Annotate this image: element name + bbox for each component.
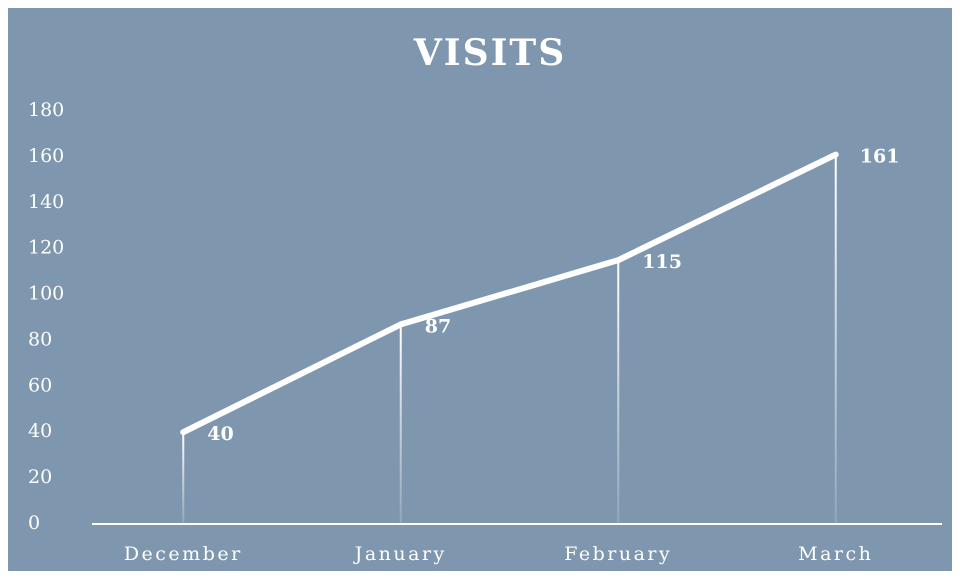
y-tick-label: 20 xyxy=(28,466,52,488)
y-tick-label: 60 xyxy=(28,374,52,396)
data-label: 161 xyxy=(860,146,900,168)
chart-title: VISITS xyxy=(413,32,566,74)
x-tick-label: March xyxy=(798,543,873,565)
data-label: 115 xyxy=(642,251,682,273)
line xyxy=(180,151,839,436)
y-tick-label: 100 xyxy=(28,283,64,305)
chart-background xyxy=(8,8,952,571)
y-tick-label: 180 xyxy=(28,99,64,121)
y-tick-label: 40 xyxy=(28,420,52,442)
y-tick-label: 120 xyxy=(28,237,64,259)
y-tick-label: 140 xyxy=(28,191,64,213)
x-tick-label: February xyxy=(564,543,672,565)
data-label: 40 xyxy=(207,423,233,445)
y-tick-label: 80 xyxy=(28,328,52,350)
x-tick-label: January xyxy=(353,543,447,565)
y-tick-label: 160 xyxy=(28,145,64,167)
data-label: 87 xyxy=(425,315,451,337)
y-tick-label: 0 xyxy=(28,512,40,534)
x-tick-label: December xyxy=(124,543,243,565)
